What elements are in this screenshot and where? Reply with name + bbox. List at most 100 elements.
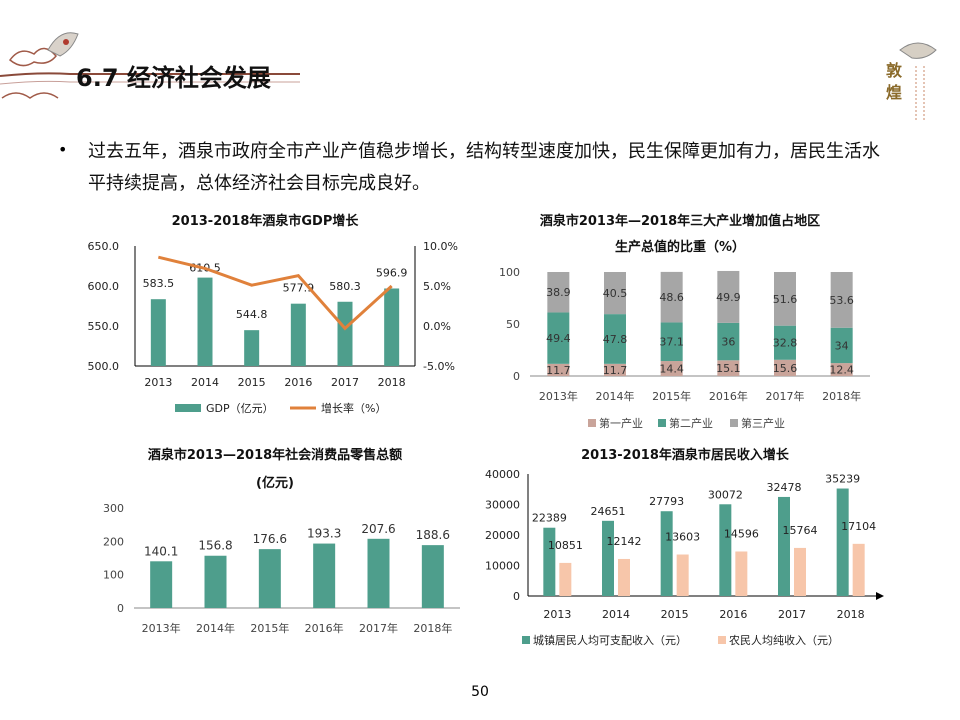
x-tick-label: 2018年 (413, 621, 452, 635)
income-bar (735, 551, 748, 596)
y-tick-label: 100 (103, 569, 124, 582)
x-tick-label: 2015年 (250, 621, 289, 635)
bullet-marker: • (58, 140, 68, 159)
income-bar (676, 554, 689, 596)
gdp-bar (384, 288, 400, 366)
x-tick-label: 2016 (719, 608, 747, 621)
y-tick-label: 550.0 (88, 320, 120, 333)
retail-data-label: 156.8 (198, 539, 232, 553)
stacked-segment (774, 359, 796, 376)
y-tick-label: 0 (513, 590, 520, 603)
income-data-label: 10851 (548, 539, 583, 552)
segment-data-label: 47.8 (603, 333, 628, 346)
industry-chart-subtitle: 生产总值的比重（%） (614, 240, 746, 255)
legend-label: 第二产业 (669, 416, 713, 430)
legend-growth-label: 增长率（%） (321, 401, 386, 415)
y-tick-label: 100 (499, 266, 520, 279)
income-data-label: 12142 (607, 535, 642, 548)
gdp-chart: 500.0 550.0 600.0 650.0 -5.0% 0.0% 5.0% 10.0% 58… (88, 240, 458, 415)
stacked-segment (547, 272, 570, 313)
legend-urban-swatch (522, 636, 530, 644)
segment-data-label: 32.8 (773, 337, 798, 350)
retail-bar (313, 543, 336, 608)
income-data-label: 14596 (724, 527, 759, 540)
stacked-segment (717, 360, 740, 376)
industry-chart-title: 酒泉市2013年—2018年三大产业增加值占地区 (539, 214, 821, 229)
y-tick-label: 300 (103, 502, 124, 515)
retail-bar (258, 549, 281, 608)
gdp-data-label: 596.9 (376, 266, 408, 279)
x-tick-label: 2017 (331, 376, 359, 389)
x-tick-label: 2017年 (359, 621, 398, 635)
gdp-data-label: 544.8 (236, 308, 268, 321)
segment-data-label: 37.1 (659, 336, 684, 349)
retail-bar (150, 561, 173, 608)
y-tick-label: 200 (103, 535, 124, 548)
segment-data-label: 12.4 (829, 364, 854, 377)
gdp-data-label: 583.5 (143, 277, 175, 290)
retail-bar (421, 545, 444, 608)
x-tick-label: 2014年 (196, 621, 235, 635)
segment-data-label: 53.6 (829, 294, 854, 307)
x-tick-label: 2013年 (539, 389, 578, 403)
x-tick-label: 2013 (543, 608, 571, 621)
industry-share-chart: 0 50 100 11.7 49.4 38.9 2013年 11.7 47.8 40.5 2014年… (499, 266, 870, 430)
legend-rural-swatch (718, 636, 726, 644)
legend-urban-label: 城镇居民人均可支配收入（元） (533, 633, 687, 647)
legend-rural-label: 农民人均纯收入（元） (729, 633, 839, 647)
y2-tick-label: 10.0% (423, 240, 458, 253)
x-tick-label: 2016年 (709, 389, 748, 403)
stacked-segment (547, 363, 570, 376)
segment-data-label: 49.9 (716, 291, 741, 304)
income-bar (618, 558, 630, 596)
x-tick-label: 2017年 (766, 389, 805, 403)
segment-data-label: 15.6 (773, 362, 798, 375)
y-tick-label: 500.0 (88, 360, 120, 373)
stacked-segment (604, 314, 626, 364)
income-data-label: 24651 (591, 505, 626, 518)
stacked-segment (547, 312, 570, 364)
retail-data-label: 140.1 (144, 544, 178, 558)
x-tick-label: 2018 (378, 376, 406, 389)
segment-data-label: 14.4 (659, 363, 684, 376)
x-axis-arrow (876, 592, 884, 600)
x-tick-label: 2015年 (652, 389, 691, 403)
y-tick-label: 20000 (485, 529, 520, 542)
retail-chart-subtitle: (亿元) (256, 476, 294, 491)
y-tick-label: 0 (117, 602, 124, 615)
x-tick-label: 2014 (191, 376, 219, 389)
stacked-segment (830, 363, 853, 376)
logo: 敦 煌 (880, 36, 946, 130)
stacked-segment (774, 325, 796, 360)
svg-text:煌: 煌 (886, 83, 902, 102)
segment-data-label: 11.7 (546, 364, 571, 377)
retail-chart-title: 酒泉市2013—2018年社会消费品零售总额 (147, 448, 403, 463)
y-tick-label: 50 (506, 318, 520, 331)
x-tick-label: 2013年 (142, 621, 181, 635)
stacked-segment (604, 272, 626, 315)
income-data-label: 32478 (767, 481, 802, 494)
income-chart-title: 2013-2018年酒泉市居民收入增长 (581, 448, 789, 463)
stacked-segment (717, 270, 740, 323)
retail-data-label: 193.3 (307, 527, 341, 541)
segment-data-label: 40.5 (603, 287, 628, 300)
x-tick-label: 2014年 (596, 389, 635, 403)
page-number: 50 (471, 684, 489, 700)
income-bar (778, 496, 790, 596)
income-data-label: 13603 (665, 531, 700, 544)
gdp-bar (197, 277, 213, 366)
legend-swatch (730, 419, 738, 427)
legend-gdp-swatch (175, 404, 201, 412)
x-tick-label: 2015 (238, 376, 266, 389)
gdp-chart-title: 2013-2018年酒泉市GDP增长 (171, 214, 359, 229)
income-data-label: 30072 (708, 488, 743, 501)
x-tick-label: 2016年 (305, 621, 344, 635)
retail-data-label: 207.6 (361, 522, 395, 536)
x-tick-label: 2014 (602, 608, 630, 621)
y-tick-label: 40000 (485, 468, 520, 481)
legend-swatch (658, 419, 666, 427)
income-data-label: 15764 (783, 524, 818, 537)
income-bar (852, 543, 865, 596)
gdp-bar (337, 301, 353, 366)
y-tick-label: 10000 (485, 560, 520, 573)
